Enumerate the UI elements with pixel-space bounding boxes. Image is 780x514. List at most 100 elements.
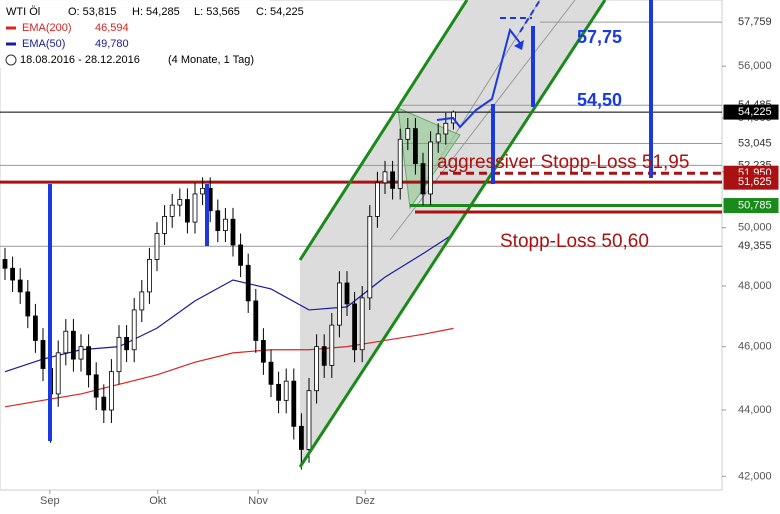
candle-body [428,141,434,195]
candle-body [382,171,388,184]
candle-body [245,264,251,302]
stop-label: aggressiver Stopp-Loss 51,95 [437,152,689,173]
level-box [723,174,779,190]
candle-body [131,309,137,351]
level-label: 54,225 [738,106,772,118]
level-label: 50,785 [738,199,772,211]
candle-body [71,330,76,360]
x-tick-label: Sep [40,495,60,507]
level-label: 53,045 [738,137,772,149]
level-box [723,198,779,214]
y-tick-label: 56,000 [738,60,772,72]
candle-body [55,352,61,395]
candle-body [268,361,274,385]
candle-body [124,336,129,351]
channel-upper [298,0,469,261]
candle-body [2,259,8,269]
candle-body [344,282,350,305]
candle-body [78,346,84,360]
candle-body [412,128,418,165]
clock-icon [5,54,17,66]
y-tick-label: 42,000 [738,470,772,482]
period: 18.08.2016 - 28.12.2016 [20,54,140,66]
candle-body [93,374,99,398]
candle-body [336,282,342,326]
candle-body [329,324,335,366]
legend-ohlc: H: 54,285 [132,6,180,18]
candle-body [420,163,426,195]
candle-body [314,346,320,392]
stop-label: Stopp-Loss 50,60 [500,231,649,252]
candle-body [374,182,380,217]
legend-symbol: WTI Öl [6,6,40,18]
candle-body [192,193,198,223]
candle-body [101,396,107,411]
legend-ohlc: L: 53,565 [194,6,240,18]
candle-body [200,187,206,195]
candle-body [33,315,38,341]
y-tick-label: 44,000 [738,404,772,416]
candle-body [10,267,16,281]
level-label: 51,625 [738,176,772,188]
arrow-head [514,40,524,50]
candle-body [40,340,46,369]
candle-body [260,340,266,363]
level-box [724,239,778,254]
level-label: 57,759 [738,16,772,28]
candle-body [359,297,365,351]
candle-body [17,279,23,293]
y-tick-label: 46,000 [738,341,772,353]
target: 54,50 [577,90,622,110]
x-tick-label: Okt [149,495,166,507]
candle-body [283,380,289,401]
candle-body [291,380,297,427]
legend: WTI Öl O: 53,815 H: 54,285 L: 53,565 C: … [0,0,304,68]
candle-body [390,171,396,189]
x-tick-label: Nov [248,495,268,507]
candle-body [177,199,183,206]
candle-body [63,330,69,354]
candle-body [405,128,411,140]
candle-body [321,346,327,366]
x-tick-label: Dez [355,495,375,507]
projection [436,27,521,129]
candle-body [352,303,358,351]
candle-body [154,233,160,260]
candle-body [276,383,282,401]
period-note: (4 Monate, 1 Tag) [168,54,254,66]
channel-lower [298,0,607,468]
channel-mid [389,0,576,241]
candle-body [367,215,373,299]
candle-body [222,218,228,232]
legend-value: 49,780 [95,38,129,50]
y-tick-label: 50,000 [738,222,772,234]
candle-body [435,133,441,143]
candle-body [146,259,152,293]
candle-body [184,199,190,223]
legend-name: EMA(200) [22,22,72,34]
candle-body [162,215,168,234]
candle-body [25,291,31,317]
level-label: 49,355 [738,240,772,252]
ema-line [4,327,454,408]
legend-ohlc: O: 53,815 [68,6,116,18]
level-box [724,136,778,151]
candle-body [139,291,145,311]
candle-body [169,204,175,217]
candle-body [253,300,259,341]
target: 57,75 [577,27,622,47]
legend-name: EMA(50) [22,38,65,50]
legend-bg [0,0,270,68]
candle-body [116,336,122,373]
level-box [724,15,778,30]
candle-body [109,371,114,411]
candle-body [306,390,312,450]
candle-body [230,218,236,246]
candle-body [86,346,91,376]
y-tick-label: 48,000 [738,280,772,292]
legend-ohlc: C: 54,225 [256,6,304,18]
legend-value: 46,594 [95,22,129,34]
level-box [723,104,779,120]
candle-body [215,210,221,232]
